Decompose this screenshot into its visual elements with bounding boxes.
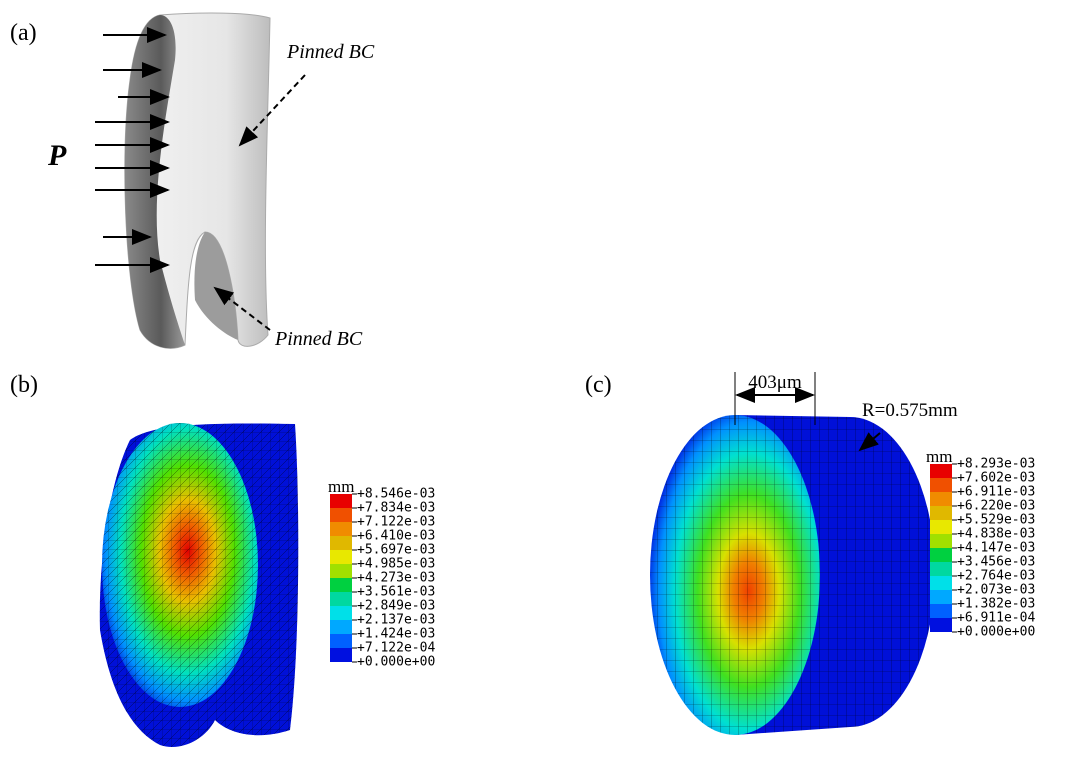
legend-label: +1.382e-03: [957, 597, 1035, 612]
legend-label: +2.849e-03: [357, 599, 435, 614]
legend-label: +6.911e-04: [957, 611, 1035, 626]
legend-swatch: [330, 606, 352, 620]
legend-label: +7.602e-03: [957, 471, 1035, 486]
legend-swatch: [330, 648, 352, 662]
legend-swatch: [330, 592, 352, 606]
legend-swatch: [330, 564, 352, 578]
legend-label: +0.000e+00: [357, 655, 435, 670]
legend-label: +6.410e-03: [357, 529, 435, 544]
legend-label: +7.122e-03: [357, 515, 435, 530]
legend-label: +4.147e-03: [957, 541, 1035, 556]
legend-label: +4.273e-03: [357, 571, 435, 586]
legend-unit: mm: [328, 477, 354, 496]
legend-swatch: [930, 576, 952, 590]
legend-label: +7.122e-04: [357, 641, 435, 656]
legend-label: +7.834e-03: [357, 501, 435, 516]
legend-unit: mm: [926, 447, 952, 466]
panel-label: (c): [585, 372, 612, 398]
legend-swatch: [930, 590, 952, 604]
legend-label: +8.546e-03: [357, 487, 435, 502]
legend-swatch: [330, 620, 352, 634]
legend-label: +6.220e-03: [957, 499, 1035, 514]
legend-label: +6.911e-03: [957, 485, 1035, 500]
legend-swatch: [330, 550, 352, 564]
legend-swatch: [330, 522, 352, 536]
legend-swatch: [330, 508, 352, 522]
legend-swatch: [930, 520, 952, 534]
legend-swatch: [930, 464, 952, 478]
mesh: [650, 415, 820, 735]
legend-swatch: [930, 548, 952, 562]
legend-swatch: [930, 492, 952, 506]
legend-label: +2.764e-03: [957, 569, 1035, 584]
legend-label: +8.293e-03: [957, 457, 1035, 472]
legend-label: +0.000e+00: [957, 625, 1035, 640]
legend-swatch: [930, 534, 952, 548]
legend-label: +2.073e-03: [957, 583, 1035, 598]
legend-swatch: [930, 604, 952, 618]
legend-swatch: [930, 506, 952, 520]
legend-label: +3.561e-03: [357, 585, 435, 600]
legend-swatch: [930, 562, 952, 576]
legend-swatch: [330, 536, 352, 550]
mesh: [102, 423, 258, 707]
legend-label: +3.456e-03: [957, 555, 1035, 570]
bc-label: Pinned BC: [274, 328, 363, 350]
panel-label: (a): [10, 20, 37, 46]
legend-swatch: [930, 618, 952, 632]
legend-label: +5.697e-03: [357, 543, 435, 558]
legend-swatch: [930, 478, 952, 492]
panel-label: (b): [10, 372, 38, 398]
legend-label: +4.985e-03: [357, 557, 435, 572]
bc-label: Pinned BC: [286, 41, 375, 63]
legend-label: +1.424e-03: [357, 627, 435, 642]
radius-label: R=0.575mm: [862, 400, 958, 421]
legend-label: +5.529e-03: [957, 513, 1035, 528]
legend-swatch: [330, 578, 352, 592]
dimension-label: 403μm: [748, 372, 802, 393]
figure: (a) P Pinned BC Pinned BC (b) mm (c) 403…: [0, 0, 1077, 760]
legend-label: +2.137e-03: [357, 613, 435, 628]
legend-swatch: [330, 634, 352, 648]
load-label: P: [47, 139, 67, 172]
legend-label: +4.838e-03: [957, 527, 1035, 542]
legend-swatch: [330, 494, 352, 508]
